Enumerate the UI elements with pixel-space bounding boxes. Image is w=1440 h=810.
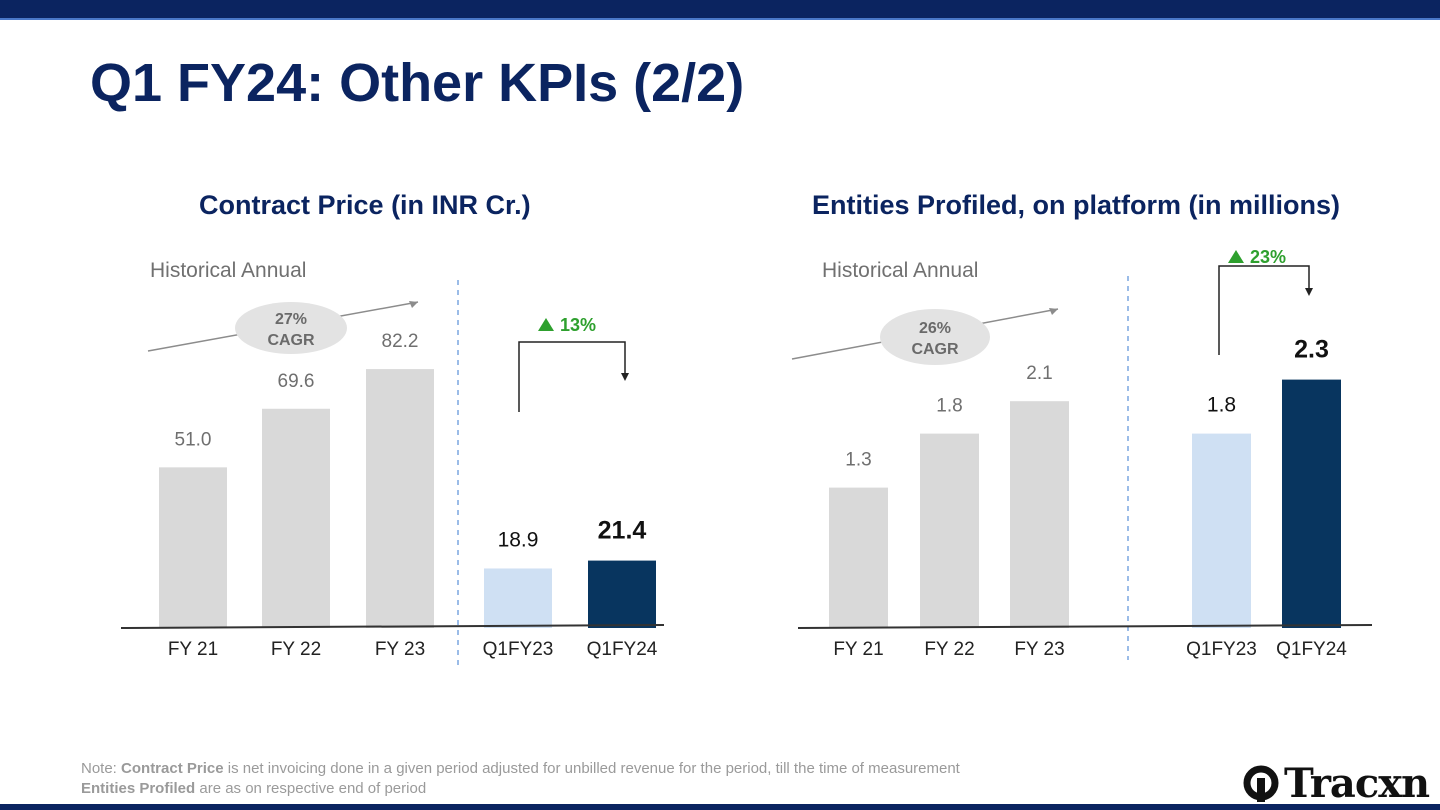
footnote-definition-contract-price: is net invoicing done in a given period … <box>224 760 960 777</box>
growth-up-triangle-icon <box>1228 250 1244 263</box>
bottom-bar <box>0 804 1440 810</box>
footnote-line-1: Note: Contract Price is net invoicing do… <box>81 759 960 779</box>
bar-q1fy23 <box>1192 434 1251 628</box>
value-label: 2.3 <box>1294 336 1329 364</box>
bar-fy23 <box>366 369 434 628</box>
bar-fy22 <box>920 434 979 628</box>
category-label: FY 22 <box>924 639 974 660</box>
growth-arrow-icon <box>1305 288 1313 296</box>
category-label: FY 23 <box>1014 639 1064 660</box>
cagr-label: CAGR <box>911 341 959 358</box>
value-label: 69.6 <box>278 371 315 392</box>
bar-fy22 <box>262 409 330 628</box>
value-label: 18.9 <box>498 528 539 551</box>
category-label: Q1FY23 <box>483 639 554 660</box>
category-label: FY 21 <box>833 639 883 660</box>
value-label: 21.4 <box>598 517 647 545</box>
category-label: Q1FY23 <box>1186 639 1257 660</box>
section-label-historical-annual: Historical Annual <box>822 259 978 282</box>
tracxn-logo: Tracxn <box>1242 760 1429 806</box>
category-label: FY 21 <box>168 639 218 660</box>
category-label: FY 22 <box>271 639 321 660</box>
cagr-arrow-icon <box>1049 308 1058 315</box>
cagr-percent: 27% <box>275 311 307 328</box>
value-label: 51.0 <box>175 429 212 450</box>
value-label: 1.3 <box>845 450 871 471</box>
cagr-arrow-icon <box>409 301 418 308</box>
growth-percent: 13% <box>560 315 596 335</box>
cagr-percent: 26% <box>919 320 951 337</box>
footnote-prefix: Note: <box>81 760 121 777</box>
tracxn-logo-icon <box>1242 764 1280 802</box>
category-label: Q1FY24 <box>1276 639 1347 660</box>
category-label: FY 23 <box>375 639 425 660</box>
category-label: Q1FY24 <box>587 639 658 660</box>
bar-q1fy24 <box>1282 380 1341 628</box>
growth-up-triangle-icon <box>538 318 554 331</box>
value-label: 82.2 <box>382 331 419 352</box>
bar-q1fy23 <box>484 568 552 628</box>
bar-q1fy24 <box>588 561 656 628</box>
section-label-historical-annual: Historical Annual <box>150 259 306 282</box>
value-label: 2.1 <box>1026 363 1052 384</box>
bar-fy23 <box>1010 401 1069 628</box>
value-label: 1.8 <box>1207 394 1236 417</box>
bar-fy21 <box>159 467 227 628</box>
footnote-term-entities-profiled: Entities Profiled <box>81 780 195 797</box>
footnote-definition-entities-profiled: are as on respective end of period <box>195 780 426 797</box>
growth-percent: 23% <box>1250 247 1286 267</box>
cagr-label: CAGR <box>267 332 315 349</box>
footnote-line-2: Entities Profiled are as on respective e… <box>81 779 960 799</box>
footnote-term-contract-price: Contract Price <box>121 760 224 777</box>
growth-bracket <box>519 342 625 412</box>
logo-wordmark: Tracxn <box>1284 760 1429 807</box>
value-label: 1.8 <box>936 396 962 417</box>
bar-fy21 <box>829 488 888 628</box>
footnote: Note: Contract Price is net invoicing do… <box>81 759 960 799</box>
growth-arrow-icon <box>621 373 629 381</box>
